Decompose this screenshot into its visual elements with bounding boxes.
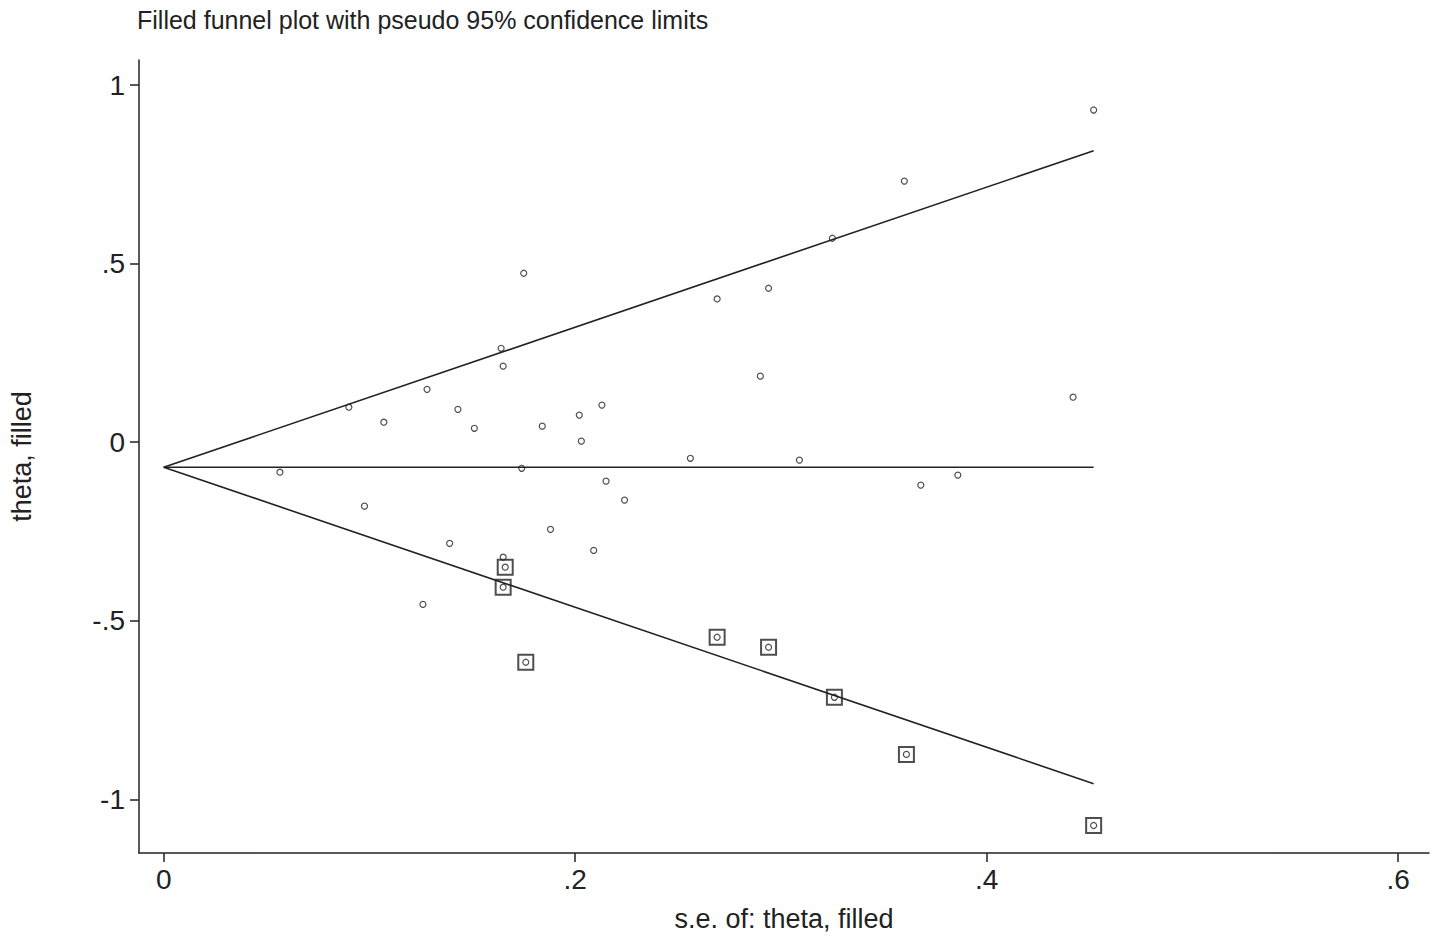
svg-text:1: 1 [109,70,125,101]
svg-text:.6: .6 [1386,864,1409,895]
svg-text:s.e. of: theta, filled: s.e. of: theta, filled [674,904,893,934]
svg-text:0: 0 [156,864,172,895]
svg-text:theta, filled: theta, filled [7,391,37,522]
svg-text:-.5: -.5 [92,605,125,636]
svg-text:Filled funnel plot with pseudo: Filled funnel plot with pseudo 95% confi… [137,6,708,34]
svg-text:0: 0 [109,427,125,458]
svg-text:.4: .4 [975,864,998,895]
svg-text:.2: .2 [563,864,586,895]
svg-text:-1: -1 [100,784,125,815]
svg-text:.5: .5 [102,248,125,279]
